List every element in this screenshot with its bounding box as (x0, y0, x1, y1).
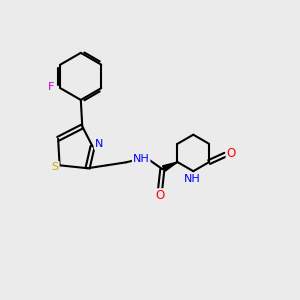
Polygon shape (163, 162, 178, 171)
Text: S: S (52, 162, 59, 172)
Text: F: F (48, 82, 54, 92)
Text: N: N (95, 139, 103, 149)
Text: NH: NH (133, 154, 149, 164)
Text: O: O (155, 189, 165, 202)
Text: O: O (226, 147, 236, 160)
Text: NH: NH (184, 174, 201, 184)
